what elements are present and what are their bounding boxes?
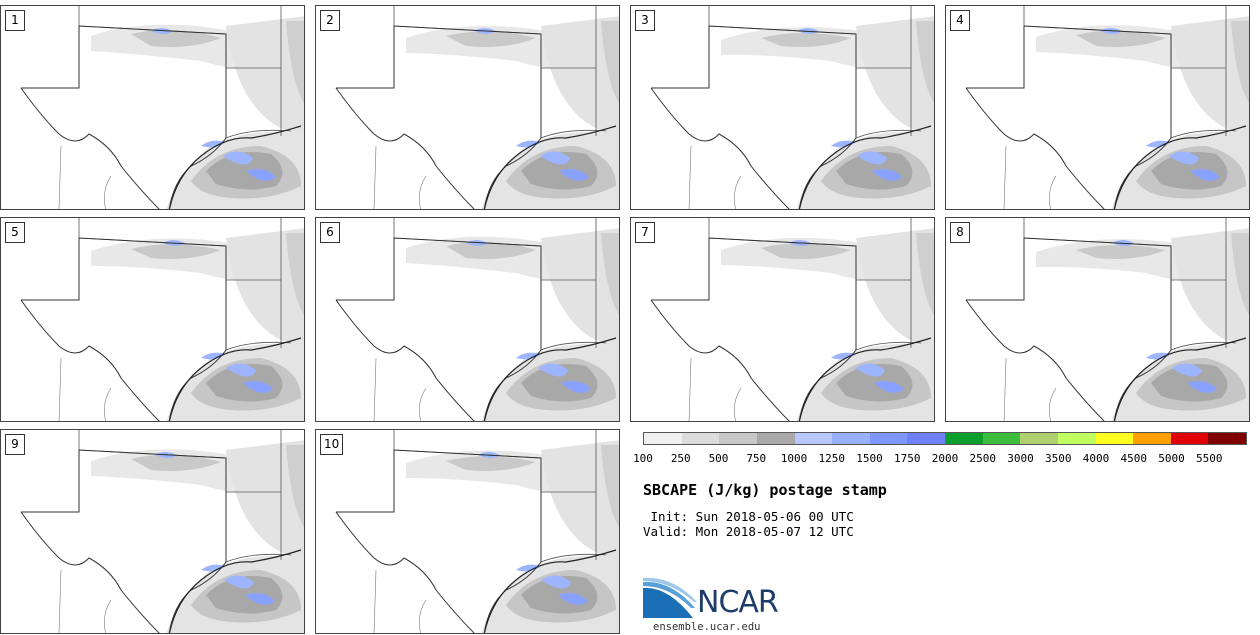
colorbar-swatch [1133,433,1171,444]
colorbar-swatch [644,433,682,444]
colorbar-swatch [794,433,833,444]
colorbar-swatch [1170,433,1209,444]
colorbar-tick-label: 2000 [931,452,959,465]
panel-number: 3 [635,10,655,31]
map-panel-5: 5 [0,217,305,422]
panel-number: 6 [320,222,340,243]
panel-number: 7 [635,222,655,243]
colorbar-tick-label: 750 [746,452,767,465]
colorbar-tick-label: 5500 [1196,452,1223,465]
colorbar-swatch [719,433,757,444]
panel-number: 10 [320,434,344,455]
colorbar-tick-label: 4000 [1082,452,1110,465]
colorbar [643,432,1247,445]
map-panel-6: 6 [315,217,620,422]
map-panel-10: 10 [315,429,620,634]
colorbar-swatch [1020,433,1058,444]
init-time: Init: Sun 2018-05-06 00 UTC [643,509,854,524]
colorbar-swatch [756,433,795,444]
colorbar-swatch [907,433,945,444]
colorbar-tick-label: 5000 [1158,452,1185,465]
panel-number: 4 [950,10,970,31]
map-panel-2: 2 [315,5,620,210]
panel-number: 9 [5,434,25,455]
colorbar-tick-label: 250 [670,452,691,465]
colorbar-swatch [982,433,1021,444]
map-panel-4: 4 [945,5,1250,210]
map-panel-3: 3 [630,5,935,210]
panel-number: 8 [950,222,970,243]
ncar-logo-icon [643,578,697,618]
colorbar-tick-label: 3000 [1007,452,1034,465]
colorbar-tick-label: 2500 [969,452,997,465]
panel-number: 2 [320,10,340,31]
colorbar-tick-label: 4500 [1120,452,1148,465]
map-panel-8: 8 [945,217,1250,422]
colorbar-swatch [1208,433,1246,444]
site-url: ensemble.ucar.edu [653,621,761,633]
valid-time: Valid: Mon 2018-05-07 12 UTC [643,524,854,539]
map-panel-1: 1 [0,5,305,210]
colorbar-tick-label: 500 [708,452,729,465]
chart-title: SBCAPE (J/kg) postage stamp [643,481,887,499]
colorbar-swatch [832,433,870,444]
colorbar-tick-label: 1500 [856,452,883,465]
panel-number: 5 [5,222,25,243]
map-panel-9: 9 [0,429,305,634]
colorbar-tick-label: 1250 [818,452,846,465]
colorbar-tick-label: 1750 [894,452,921,465]
colorbar-swatch [869,433,908,444]
colorbar-swatch [1057,433,1096,444]
colorbar-tick-label: 100 [633,452,653,465]
map-panel-7: 7 [630,217,935,422]
colorbar-swatch [681,433,720,444]
colorbar-swatch [1095,433,1134,444]
colorbar-swatch [945,433,983,444]
colorbar-tick-label: 1000 [780,452,808,465]
colorbar-tick-label: 3500 [1045,452,1072,465]
ncar-logo-text: NCAR [697,585,779,620]
panel-number: 1 [5,10,25,31]
